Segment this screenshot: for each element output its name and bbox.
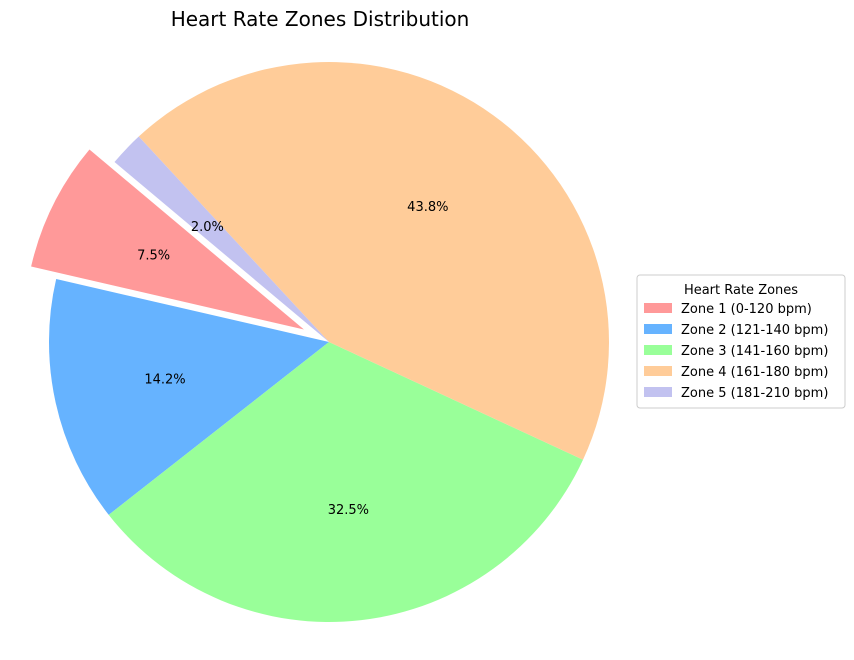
legend-swatch-zone-3 bbox=[644, 345, 672, 355]
legend-title: Heart Rate Zones bbox=[684, 283, 798, 298]
legend-swatch-zone-1 bbox=[644, 303, 672, 313]
pie-label-zone-2: 14.2% bbox=[144, 373, 185, 388]
pie-slice-zone-4 bbox=[138, 61, 609, 460]
legend-frame bbox=[636, 274, 846, 409]
legend-label-zone-2: Zone 2 (121-140 bpm) bbox=[681, 323, 828, 338]
legend-label-zone-1: Zone 1 (0-120 bpm) bbox=[681, 302, 812, 317]
pie-slice-zone-3 bbox=[108, 342, 584, 622]
legend-label-zone-4: Zone 4 (161-180 bpm) bbox=[681, 365, 828, 380]
pie-label-zone-3: 32.5% bbox=[328, 503, 369, 518]
pie-label-zone-5: 2.0% bbox=[191, 220, 224, 235]
pie-label-zone-1: 7.5% bbox=[137, 249, 170, 264]
legend-swatch-zone-5 bbox=[644, 387, 672, 397]
legend-label-zone-3: Zone 3 (141-160 bpm) bbox=[681, 344, 828, 359]
legend: Heart Rate Zones Zone 1 (0-120 bpm)Zone … bbox=[636, 274, 846, 409]
legend-items: Zone 1 (0-120 bpm) Zone 2 (121-140 bpm) Zo… bbox=[644, 302, 828, 401]
legend-swatch-zone-4 bbox=[644, 366, 672, 376]
pie-slices bbox=[31, 61, 609, 622]
pie-label-zone-4: 43.8% bbox=[407, 200, 448, 215]
pie-slice-zone-5 bbox=[114, 136, 329, 342]
chart-title: Heart Rate Zones Distribution bbox=[171, 7, 470, 31]
legend-swatch-zone-2 bbox=[644, 324, 672, 334]
pie-slice-zone-2 bbox=[48, 279, 329, 515]
pie-percentage-labels: 7.5% 14.2% 32.5% 43.8% 2.0% bbox=[137, 200, 448, 518]
pie-slice-zone-1 bbox=[31, 149, 304, 330]
legend-label-zone-5: Zone 5 (181-210 bpm) bbox=[681, 386, 828, 401]
